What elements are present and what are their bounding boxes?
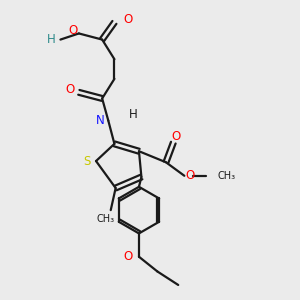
- Text: S: S: [84, 154, 91, 167]
- Text: H: H: [129, 108, 138, 121]
- Text: O: O: [66, 83, 75, 96]
- Text: O: O: [68, 25, 78, 38]
- Text: O: O: [124, 250, 133, 263]
- Text: H: H: [47, 33, 56, 46]
- Text: O: O: [186, 169, 195, 182]
- Text: N: N: [96, 114, 105, 127]
- Text: O: O: [171, 130, 180, 143]
- Text: O: O: [123, 14, 132, 26]
- Text: CH₃: CH₃: [218, 171, 236, 181]
- Text: CH₃: CH₃: [97, 214, 115, 224]
